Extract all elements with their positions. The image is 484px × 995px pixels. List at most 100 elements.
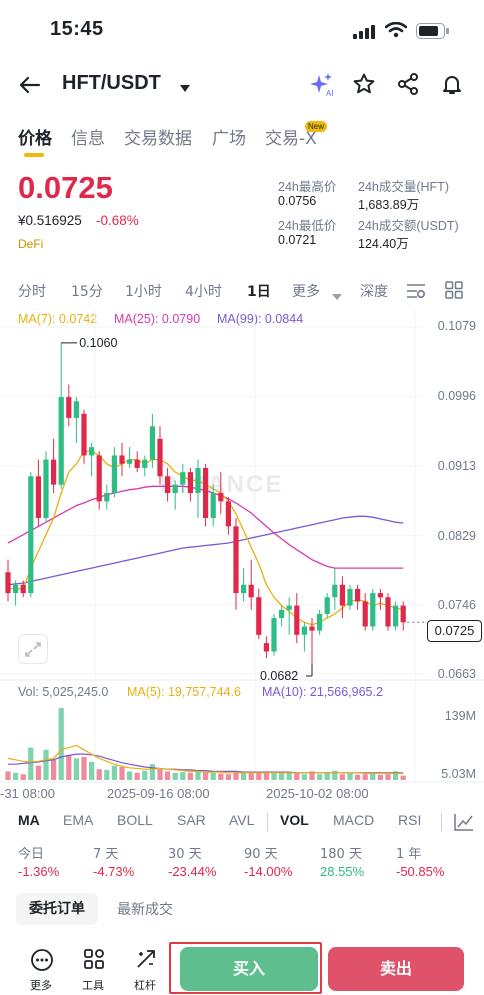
more-label[interactable]: 更多: [30, 979, 52, 992]
volume-bar: [81, 756, 87, 780]
volume-bar: [225, 774, 231, 780]
star-icon[interactable]: [352, 72, 376, 96]
chart-settings-icon[interactable]: [406, 282, 426, 300]
bell-icon[interactable]: [440, 72, 464, 96]
layout-grid-icon[interactable]: [445, 281, 463, 299]
tools-label[interactable]: 工具: [82, 979, 104, 992]
candle-body: [81, 413, 87, 456]
candle-body: [309, 626, 315, 631]
candle-body: [347, 588, 353, 606]
tab-trading-data[interactable]: 交易数据: [124, 129, 192, 149]
candle-body: [157, 438, 163, 477]
indicator-boll[interactable]: BOLL: [117, 812, 153, 828]
indicator-macd[interactable]: MACD: [333, 812, 375, 828]
candle-body: [172, 484, 178, 493]
interval-1d[interactable]: 1日: [247, 284, 271, 300]
wifi-icon: [384, 21, 408, 38]
volume-bar: [165, 771, 171, 780]
tab-price[interactable]: 价格: [18, 129, 52, 149]
interval-4h[interactable]: 4小时: [185, 284, 222, 300]
volume-bar: [111, 765, 117, 780]
indicator-chart-icon[interactable]: [454, 813, 474, 831]
leverage-icon[interactable]: [135, 948, 157, 970]
volume-bar: [157, 769, 163, 780]
leverage-label[interactable]: 杠杆: [134, 979, 156, 992]
indicator-ema[interactable]: EMA: [63, 812, 94, 828]
back-arrow-icon[interactable]: [18, 73, 42, 97]
turnover-24h-label: 24h成交额(USDT): [358, 219, 459, 233]
volume-bar: [28, 747, 34, 780]
more-icon[interactable]: [30, 948, 54, 972]
volume-bar: [58, 708, 64, 780]
buy-button[interactable]: 买入: [180, 947, 318, 991]
volume-bar: [233, 772, 239, 780]
period-value: -23.44%: [168, 864, 217, 879]
tab-trade-x[interactable]: 交易-X: [265, 129, 317, 149]
candle-body: [400, 605, 406, 623]
ma99-line: [7, 515, 404, 586]
volume-bar: [339, 774, 345, 780]
interval-more[interactable]: 更多: [292, 284, 320, 300]
candle-body: [187, 472, 193, 493]
tools-icon[interactable]: [83, 948, 105, 970]
expand-chart-icon[interactable]: [18, 634, 48, 664]
ma99-legend: MA(99): 0.0844: [217, 312, 304, 326]
candle-body: [279, 609, 285, 619]
price-tick: 0.1079: [437, 319, 476, 333]
sell-button[interactable]: 卖出: [328, 947, 464, 991]
indicator-avl[interactable]: AVL: [229, 812, 255, 828]
volume-bar: [149, 764, 155, 780]
status-time: 15:45: [50, 18, 104, 40]
volume-bar: [286, 772, 292, 780]
volume-bar: [89, 762, 95, 780]
ai-sparkle-icon[interactable]: AI: [309, 72, 335, 98]
indicator-vol[interactable]: VOL: [280, 812, 309, 828]
candle-body: [43, 459, 49, 519]
candle-body: [324, 597, 330, 614]
candle-body: [58, 397, 64, 485]
candle-body: [393, 605, 399, 627]
candle-body: [104, 492, 110, 502]
interval-15m[interactable]: 15分: [71, 284, 103, 300]
candle-body: [225, 501, 231, 527]
pair-title[interactable]: HFT/USDT: [62, 72, 161, 94]
share-icon[interactable]: [396, 72, 420, 96]
volume-bar: [309, 771, 315, 780]
indicator-divider: [441, 813, 442, 831]
candle-body: [13, 584, 19, 594]
volume-bar: [127, 771, 133, 780]
indicator-rsi[interactable]: RSI: [398, 812, 422, 828]
more-dropdown-icon[interactable]: [332, 286, 342, 300]
depth-tab[interactable]: 深度: [360, 284, 388, 300]
price-change-percent: -0.68%: [96, 213, 139, 228]
category-tag[interactable]: DeFi: [18, 237, 44, 251]
tab-info[interactable]: 信息: [71, 129, 105, 149]
volume-bar: [66, 754, 72, 780]
max-price-label: 0.1060: [79, 336, 117, 350]
tab-latest-trades[interactable]: 最新成交: [117, 902, 173, 918]
ma7-legend: MA(7): 0.0742: [18, 312, 98, 326]
date-tick: -31 08:00: [0, 786, 55, 801]
tab-square[interactable]: 广场: [212, 129, 246, 149]
interval-line[interactable]: 分时: [18, 284, 46, 300]
price-tick: 0.0663: [437, 667, 476, 681]
period-value: 28.55%: [320, 864, 365, 879]
candle-body: [195, 467, 201, 493]
indicator-sar[interactable]: SAR: [177, 812, 206, 828]
indicator-ma[interactable]: MA: [18, 812, 40, 828]
pair-dropdown-icon[interactable]: [179, 79, 191, 92]
volume-ma5-legend: MA(5): 19,757,744.6: [127, 685, 241, 699]
candle-body: [286, 605, 292, 610]
candle-body: [362, 601, 368, 627]
candle-body: [5, 572, 11, 594]
interval-1h[interactable]: 1小时: [125, 284, 162, 300]
date-tick: 2025-09-16 08:00: [107, 786, 210, 801]
candle-body: [355, 588, 361, 602]
candle-body: [248, 584, 254, 598]
candle-body: [51, 459, 57, 485]
volume-ma5-line: [7, 744, 404, 775]
candle-body: [210, 492, 216, 519]
candle-body: [142, 459, 148, 468]
tab-open-orders[interactable]: 委托订单: [16, 893, 98, 925]
